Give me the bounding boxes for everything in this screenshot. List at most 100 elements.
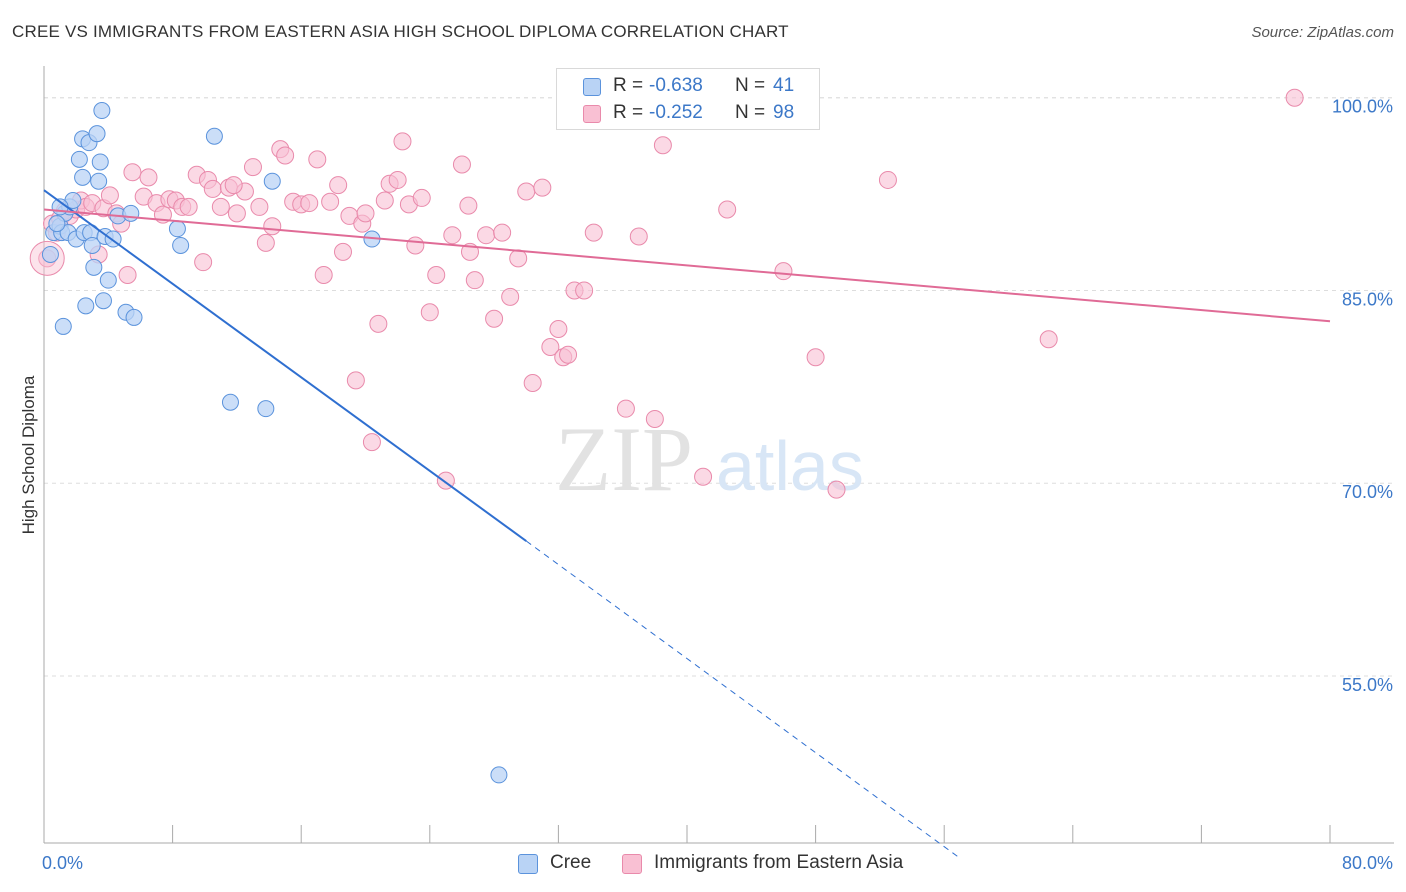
y-axis-label: High School Diploma [19, 375, 38, 534]
asia-point-85 [694, 467, 713, 486]
bottom-asia-swatch [622, 854, 642, 874]
cree-point-0 [41, 245, 59, 263]
cree-point-19 [90, 172, 108, 190]
asia-point-84 [653, 136, 672, 155]
asia-r-value: -0.252 [649, 102, 703, 123]
cree-n-label: N = [735, 75, 766, 96]
watermark-zip: ZIP [555, 408, 693, 510]
asia-point-45 [329, 176, 348, 195]
asia-r-label: R = [613, 102, 644, 123]
trend-lines [43, 189, 1331, 859]
asia-point-75 [549, 320, 568, 338]
asia-point-54 [388, 170, 407, 189]
asia-point-63 [452, 155, 471, 174]
cree-point-39 [48, 215, 66, 233]
asia-trend-line [43, 208, 1331, 323]
asia-point-50 [362, 433, 381, 452]
y-tick-label-1: 70.0% [1342, 482, 1393, 502]
cree-point-20 [91, 153, 109, 171]
cree-point-32 [205, 127, 223, 145]
cree-point-28 [122, 204, 140, 222]
asia-point-67 [485, 309, 504, 328]
cree-point-22 [94, 292, 112, 310]
cree-trend-extension [525, 540, 961, 859]
cree-point-33 [221, 393, 239, 411]
cree-point-16 [83, 236, 101, 254]
asia-point-95 [356, 204, 375, 223]
axes [43, 66, 1394, 844]
asia-point-16 [123, 163, 142, 182]
cree-point-17 [85, 258, 103, 276]
cree-point-24 [99, 271, 117, 289]
asia-point-66 [477, 226, 496, 245]
asia-point-36 [263, 217, 282, 236]
asia-point-51 [369, 314, 388, 333]
asia-swatch [583, 105, 601, 123]
cree-r-value: -0.638 [649, 75, 703, 96]
y-tick-label-3: 100.0% [1332, 97, 1393, 117]
asia-point-87 [774, 262, 793, 281]
asia-point-89 [827, 480, 846, 499]
asia-point-38 [276, 146, 295, 165]
cree-point-35 [263, 172, 281, 190]
asia-point-33 [243, 158, 262, 177]
asia-point-72 [523, 373, 542, 392]
asia-point-74 [541, 337, 560, 356]
y-tick-label-0: 55.0% [1342, 675, 1393, 695]
cree-point-38 [54, 317, 72, 335]
asia-point-92 [1285, 88, 1304, 107]
chart-source: Source: ZipAtlas.com [1251, 24, 1394, 41]
cree-point-37 [490, 766, 508, 784]
asia-point-70 [509, 249, 528, 268]
asia-point-28 [203, 179, 222, 198]
asia-n-label: N = [735, 102, 766, 123]
asia-point-77 [559, 345, 578, 364]
cree-point-30 [168, 220, 186, 238]
asia-point-46 [333, 242, 352, 261]
asia-point-83 [645, 409, 664, 428]
asia-point-82 [629, 227, 648, 246]
asia-point-43 [314, 266, 333, 285]
asia-point-73 [533, 178, 552, 197]
asia-n-value: 98 [773, 102, 795, 123]
asia-point-88 [806, 348, 825, 367]
asia-point-57 [406, 236, 425, 255]
asia-point-48 [346, 371, 365, 390]
cree-points [41, 102, 508, 784]
cree-point-13 [77, 297, 95, 315]
watermark: ZIP atlas [555, 408, 864, 510]
asia-point-90 [878, 170, 897, 189]
asia-point-29 [211, 197, 230, 216]
asia-point-65 [465, 271, 484, 290]
asia-point-79 [575, 281, 594, 300]
chart-title: CREE VS IMMIGRANTS FROM EASTERN ASIA HIG… [12, 22, 789, 41]
asia-point-12 [100, 186, 119, 205]
asia-point-42 [308, 150, 327, 169]
asia-point-71 [517, 182, 536, 201]
asia-point-59 [420, 303, 439, 322]
asia-point-26 [194, 253, 213, 272]
x-tick-label-0: 0.0% [42, 853, 83, 873]
cree-trend-line [43, 189, 527, 542]
stats-legend: R = -0.638 N = 41 R = -0.252 N = 98 [556, 68, 820, 130]
asia-point-91 [1039, 330, 1058, 349]
asia-point-68 [493, 223, 512, 242]
cree-point-18 [88, 125, 106, 143]
asia-point-31 [227, 204, 246, 223]
asia-point-64 [459, 196, 478, 215]
asia-point-41 [300, 194, 319, 213]
bottom-cree-label: Cree [550, 852, 592, 873]
asia-point-55 [393, 132, 412, 151]
cree-point-31 [172, 236, 190, 254]
asia-point-58 [412, 188, 431, 207]
cree-r-label: R = [613, 75, 644, 96]
asia-point-96 [224, 176, 243, 195]
asia-point-80 [584, 223, 603, 242]
y-tick-label-2: 85.0% [1342, 289, 1393, 309]
x-tick-label-1: 80.0% [1342, 853, 1393, 873]
bottom-cree-swatch [518, 854, 538, 874]
cree-point-12 [74, 168, 92, 186]
asia-point-62 [443, 226, 462, 245]
asia-point-15 [118, 266, 137, 285]
